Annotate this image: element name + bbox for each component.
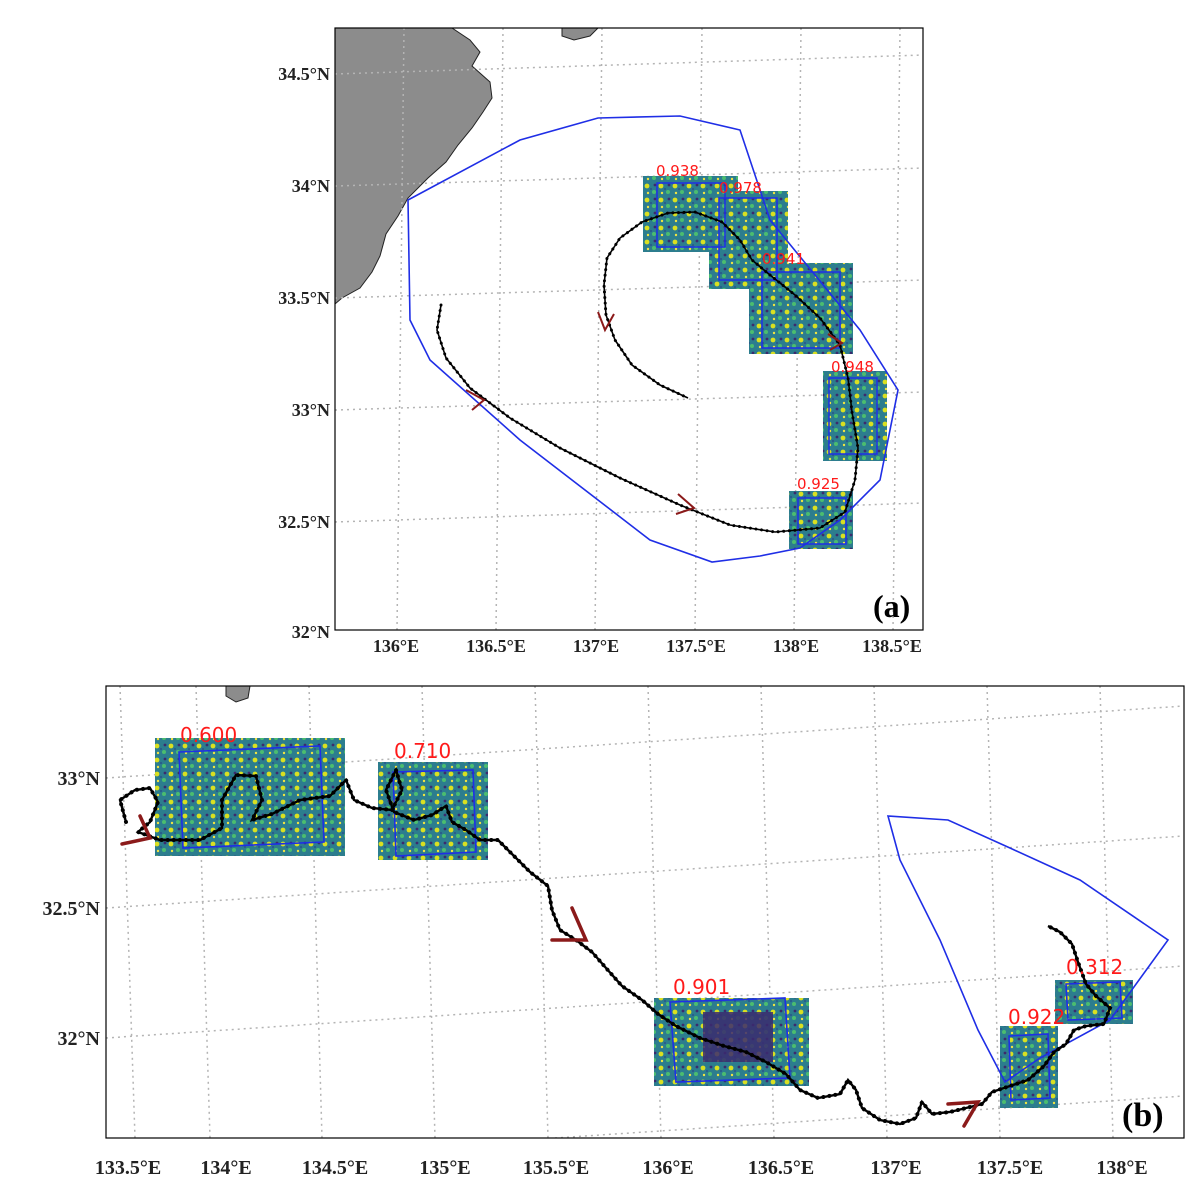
panel-tag: (b) (1122, 1097, 1164, 1134)
panel-a: 0.938 0.978 0.941 0.948 0.925 34.5°N 34°… (278, 27, 924, 656)
score-label: 0.938 (656, 162, 699, 180)
tick-label: 138°E (773, 636, 819, 656)
score-label: 0.948 (831, 358, 874, 376)
tick-label: 138.5°E (862, 636, 922, 656)
tick-label: 33.5°N (278, 288, 330, 308)
tick-label: 136.5°E (466, 636, 526, 656)
direction-arrows (120, 814, 982, 1128)
tick-label: 32°N (292, 622, 330, 642)
panel-b: 0.600 0.710 0.901 0.922 0.312 33°N 32.5°… (43, 685, 1185, 1179)
land-mass (225, 686, 251, 703)
tick-label: 33°N (292, 400, 330, 420)
tick-label: 134°E (200, 1157, 251, 1179)
score-label: 0.901 (673, 975, 730, 999)
tick-label: 134.5°E (302, 1157, 368, 1179)
tick-label: 137°E (870, 1157, 921, 1179)
tick-label: 137.5°E (666, 636, 726, 656)
panel-tag: (a) (873, 588, 910, 624)
tick-label: 136°E (373, 636, 419, 656)
tick-label: 135°E (419, 1157, 470, 1179)
lat-ticks-b: 33°N 32.5°N 32°N (43, 768, 101, 1050)
tick-label: 137.5°E (977, 1157, 1043, 1179)
score-label: 0.312 (1066, 955, 1123, 979)
tick-label: 138°E (1096, 1157, 1147, 1179)
lat-ticks-a: 34.5°N 34°N 33.5°N 33°N 32.5°N 32°N (278, 64, 330, 642)
tick-label: 136°E (642, 1157, 693, 1179)
cluster-boundary (407, 115, 899, 563)
score-label: 0.710 (394, 739, 451, 763)
direction-arrows (465, 311, 844, 515)
score-label: 0.925 (797, 475, 840, 493)
tick-label: 33°N (58, 768, 101, 790)
tick-label: 32°N (58, 1028, 101, 1050)
lon-ticks-a: 136°E 136.5°E 137°E 137.5°E 138°E 138.5°… (373, 636, 922, 656)
score-label: 0.600 (180, 723, 237, 747)
score-label: 0.941 (762, 250, 805, 268)
land-mass-small (561, 28, 599, 41)
panel-a-frame (334, 27, 924, 631)
tick-label: 32.5°N (278, 512, 330, 532)
score-label: 0.922 (1008, 1005, 1065, 1029)
tick-label: 34°N (292, 176, 330, 196)
tick-label: 32.5°N (43, 898, 101, 920)
tick-label: 34.5°N (278, 64, 330, 84)
cluster-boundary (886, 815, 1170, 1084)
detection-boxes (656, 182, 878, 545)
tick-label: 137°E (573, 636, 619, 656)
score-label: 0.978 (719, 179, 762, 197)
land-mass (335, 28, 493, 305)
tick-label: 136.5°E (748, 1157, 814, 1179)
panel-b-frame (105, 685, 1185, 1139)
tick-label: 133.5°E (95, 1157, 161, 1179)
tick-label: 135.5°E (523, 1157, 589, 1179)
lon-ticks-b: 133.5°E 134°E 134.5°E 135°E 135.5°E 136°… (95, 1157, 1148, 1179)
